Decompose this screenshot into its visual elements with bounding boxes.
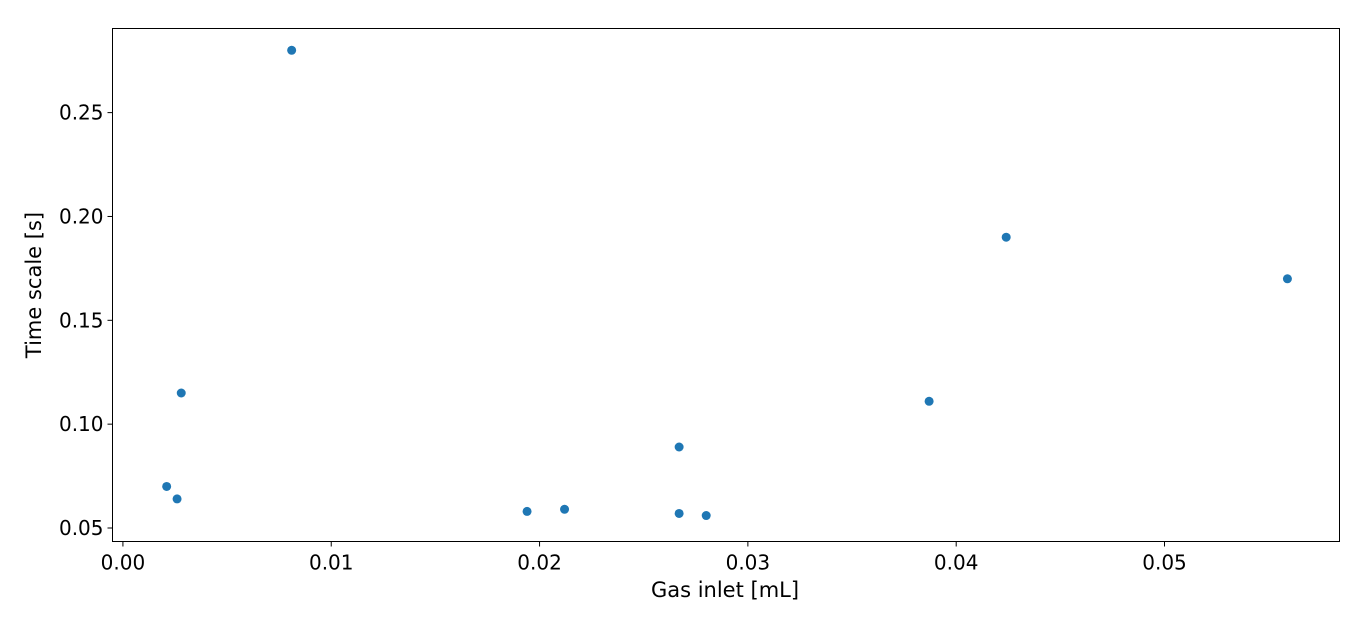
data-point	[924, 396, 934, 406]
y-tick-label: 0.10	[59, 412, 104, 436]
x-tick-label: 0.02	[517, 551, 562, 575]
x-axis: 0.00 0.01 0.02 0.03 0.04 0.05	[101, 541, 1187, 575]
y-axis-label: Time scale [s]	[22, 212, 46, 359]
x-axis-label: Gas inlet [mL]	[651, 578, 799, 602]
data-point	[1282, 274, 1292, 284]
y-tick-label: 0.15	[59, 308, 104, 332]
data-point	[172, 494, 182, 504]
y-tick-label: 0.20	[59, 204, 104, 228]
data-point	[287, 45, 297, 55]
x-tick-label: 0.04	[934, 551, 979, 575]
data-point	[522, 506, 532, 516]
x-tick-label: 0.00	[101, 551, 146, 575]
y-tick-label: 0.25	[59, 101, 104, 125]
data-point	[1001, 232, 1011, 242]
y-axis: 0.05 0.10 0.15 0.20 0.25	[59, 101, 113, 540]
data-point	[162, 481, 172, 491]
x-tick-label: 0.05	[1142, 551, 1187, 575]
data-point	[674, 508, 684, 518]
data-points	[162, 45, 1292, 521]
plot-frame	[112, 28, 1340, 542]
data-point	[560, 504, 570, 514]
data-point	[674, 442, 684, 452]
x-tick-label: 0.03	[726, 551, 771, 575]
data-point	[176, 388, 186, 398]
x-tick-label: 0.01	[309, 551, 354, 575]
y-tick-label: 0.05	[59, 516, 104, 540]
data-point	[701, 511, 711, 521]
